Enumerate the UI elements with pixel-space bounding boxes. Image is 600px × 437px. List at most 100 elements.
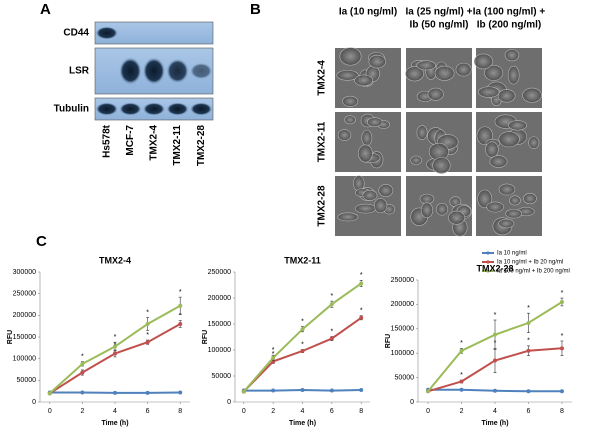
legend-marker (486, 260, 490, 264)
significance-mark: * (330, 293, 333, 300)
x-tick-label: 2 (80, 408, 84, 415)
significance-mark: * (146, 309, 149, 316)
cell (523, 193, 537, 205)
data-point (459, 379, 464, 384)
row-label: TMX2-28 (317, 185, 328, 227)
panel-label: B (250, 1, 261, 18)
legend-marker (486, 251, 490, 255)
x-tick-label: 0 (426, 408, 430, 415)
x-tick-label: 2 (271, 408, 275, 415)
chart-title: TMX2-11 (284, 255, 321, 265)
cell (477, 189, 493, 209)
data-point (178, 322, 183, 326)
y-tick-label: 0 (32, 399, 36, 406)
y-tick-label: 300000 (13, 269, 36, 276)
significance-mark: * (360, 272, 363, 279)
cell (484, 64, 504, 81)
cell (339, 47, 362, 66)
cell (405, 66, 424, 82)
data-point (271, 355, 276, 360)
data-point (178, 303, 183, 308)
data-point (559, 389, 564, 394)
data-point (178, 390, 183, 395)
y-tick-label: 250000 (13, 291, 36, 298)
legend-label: Ia 10 ng/ml (497, 251, 527, 257)
cell (358, 144, 373, 163)
series-line (243, 282, 362, 393)
blot-row-label: Tubulin (54, 104, 89, 115)
cell (361, 129, 373, 146)
blot-band (166, 58, 189, 84)
data-point (426, 389, 431, 394)
cell (505, 208, 522, 219)
x-tick-label: 0 (48, 408, 52, 415)
y-tick-label: 100000 (13, 356, 36, 363)
data-point (80, 390, 85, 395)
data-point (300, 327, 305, 332)
blot-row-label: CD44 (63, 28, 89, 39)
cell (378, 184, 394, 197)
x-axis-label: Time (h) (481, 420, 508, 427)
data-point (526, 389, 531, 394)
significance-mark: * (114, 334, 117, 341)
x-axis-label: Time (h) (101, 420, 128, 427)
cell (507, 65, 520, 85)
significance-mark: * (330, 328, 333, 335)
cell (455, 62, 472, 77)
cell (508, 120, 527, 131)
column-header: Ib (200 ng/ml) (477, 20, 541, 31)
x-tick-label: 4 (301, 408, 305, 415)
data-point (47, 391, 52, 396)
data-point (145, 390, 150, 395)
significance-mark: * (527, 338, 530, 345)
blot-row-label: LSR (69, 66, 90, 77)
cell (434, 65, 455, 81)
lane-label: Hs578t (101, 124, 112, 157)
cell (416, 125, 428, 140)
data-point (526, 348, 531, 353)
data-point (493, 332, 497, 337)
row-label: TMX2-11 (317, 121, 328, 162)
panel-label: A (40, 1, 51, 18)
lane-label: TMX2-28 (196, 125, 207, 167)
y-tick-label: 150000 (208, 321, 231, 328)
y-tick-label: 0 (227, 399, 231, 406)
y-tick-label: 200000 (391, 301, 414, 308)
x-tick-label: 6 (330, 408, 334, 415)
x-tick-label: 8 (359, 408, 363, 415)
cell (368, 54, 386, 69)
legend-marker (486, 269, 490, 273)
x-tick-label: 8 (560, 408, 564, 415)
data-point (300, 349, 305, 354)
data-point (329, 302, 334, 307)
blot-band (95, 26, 119, 40)
cell (522, 87, 542, 103)
column-header: Ia (100 ng/ml) + (473, 7, 546, 18)
cell (509, 195, 521, 206)
y-tick-label: 0 (410, 399, 414, 406)
row-label: TMX2-4 (317, 60, 328, 96)
y-axis-label: RFU (7, 330, 14, 344)
data-point (113, 344, 117, 349)
data-point (329, 388, 334, 393)
y-tick-label: 50000 (395, 374, 415, 381)
cell (337, 212, 359, 222)
y-tick-label: 50000 (17, 377, 37, 384)
lane-label: TMX2-11 (172, 125, 183, 166)
y-tick-label: 200000 (208, 295, 231, 302)
data-point (359, 315, 364, 320)
data-point (145, 340, 150, 345)
y-tick-label: 100000 (208, 347, 231, 354)
data-point (80, 361, 85, 366)
chart-title: TMX2-28 (476, 263, 513, 273)
cell (410, 155, 422, 165)
legend-label: Ia 100 ng/ml + Ib 200 ng/ml (497, 269, 570, 275)
significance-mark: * (301, 318, 304, 325)
cell (489, 155, 508, 168)
column-header: Ia (10 ng/ml) (339, 7, 397, 18)
y-tick-label: 200000 (13, 312, 36, 319)
legend-label: Ia 10 ng/ml + Ib 20 ng/ml (497, 260, 563, 266)
data-point (559, 299, 564, 304)
data-point (459, 348, 464, 353)
significance-mark: * (272, 351, 275, 358)
